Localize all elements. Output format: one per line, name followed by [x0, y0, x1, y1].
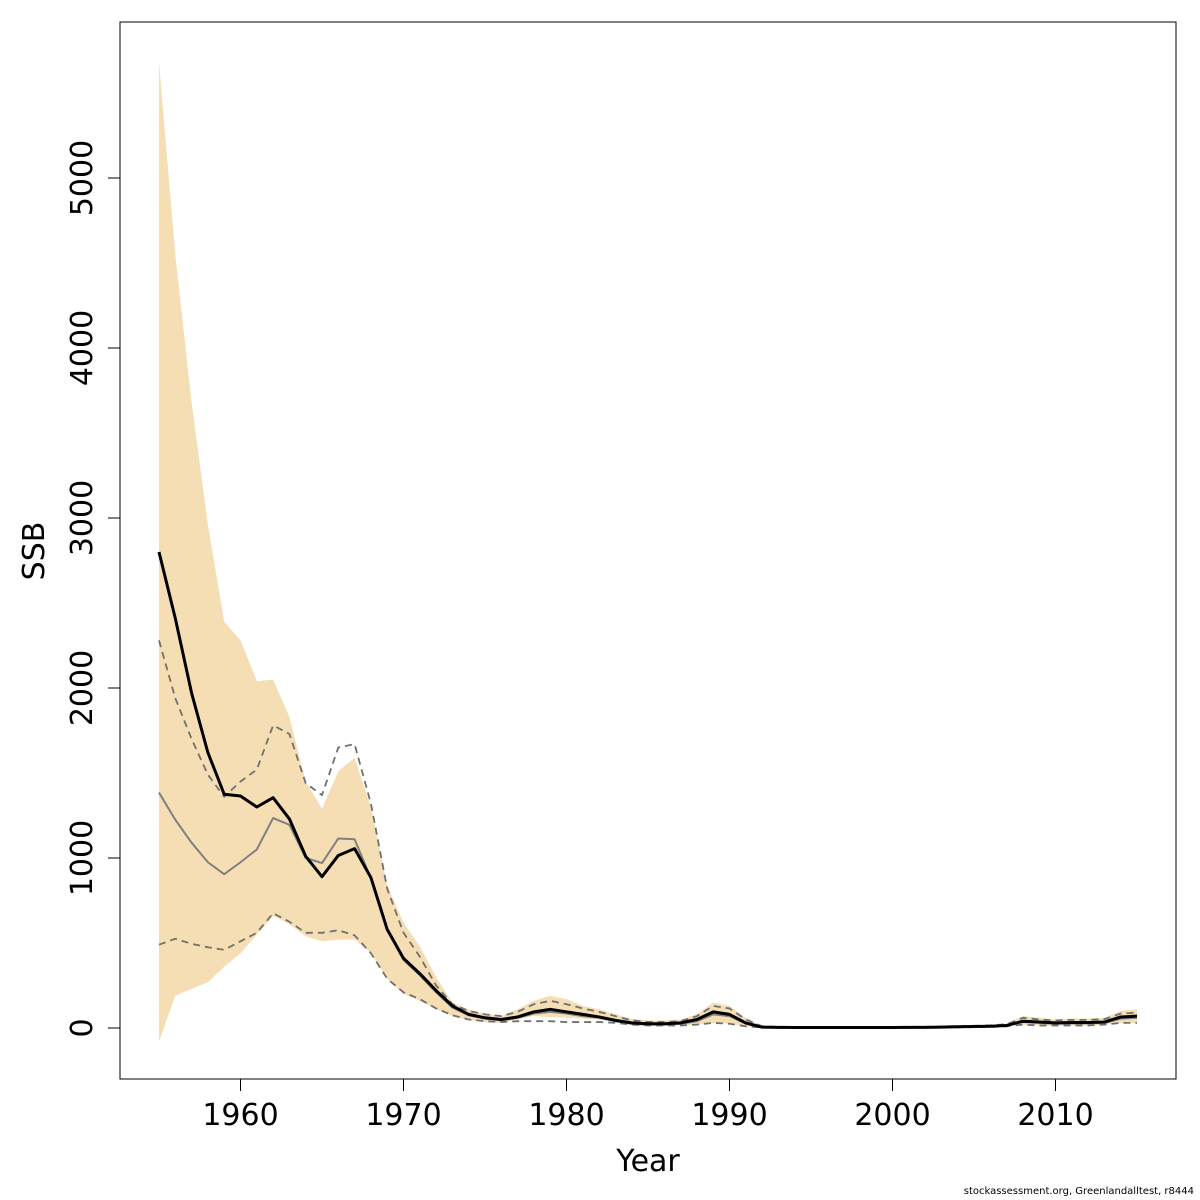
x-axis: 1960 1970 1980 1990 2000 2010 [202, 1078, 1094, 1133]
y-tick-label: 1000 [65, 820, 100, 896]
x-tick-label: 1990 [691, 1098, 767, 1133]
plot-frame [119, 21, 1177, 1080]
y-tick-label: 0 [65, 1018, 100, 1037]
y-axis: 0 1000 2000 3000 4000 5000 [65, 140, 121, 1038]
y-tick-label: 2000 [65, 650, 100, 726]
x-tick-label: 1970 [365, 1098, 441, 1133]
ssb-estimate-line [157, 551, 1138, 1029]
y-tick-label: 5000 [65, 140, 100, 216]
x-tick-label: 2010 [1017, 1098, 1093, 1133]
y-axis-title: SSB [17, 522, 52, 581]
plot-area [157, 62, 1138, 1042]
y-tick-label: 3000 [65, 480, 100, 556]
x-axis-title: Year [615, 1144, 680, 1179]
x-tick-label: 1980 [528, 1098, 604, 1133]
x-tick-label: 2000 [854, 1098, 930, 1133]
footer-credit: stockassessment.org, Greenlandalltest, r… [963, 1186, 1194, 1197]
x-tick-label: 1960 [202, 1098, 278, 1133]
y-tick-label: 4000 [65, 310, 100, 386]
confidence-band [159, 62, 1137, 1042]
